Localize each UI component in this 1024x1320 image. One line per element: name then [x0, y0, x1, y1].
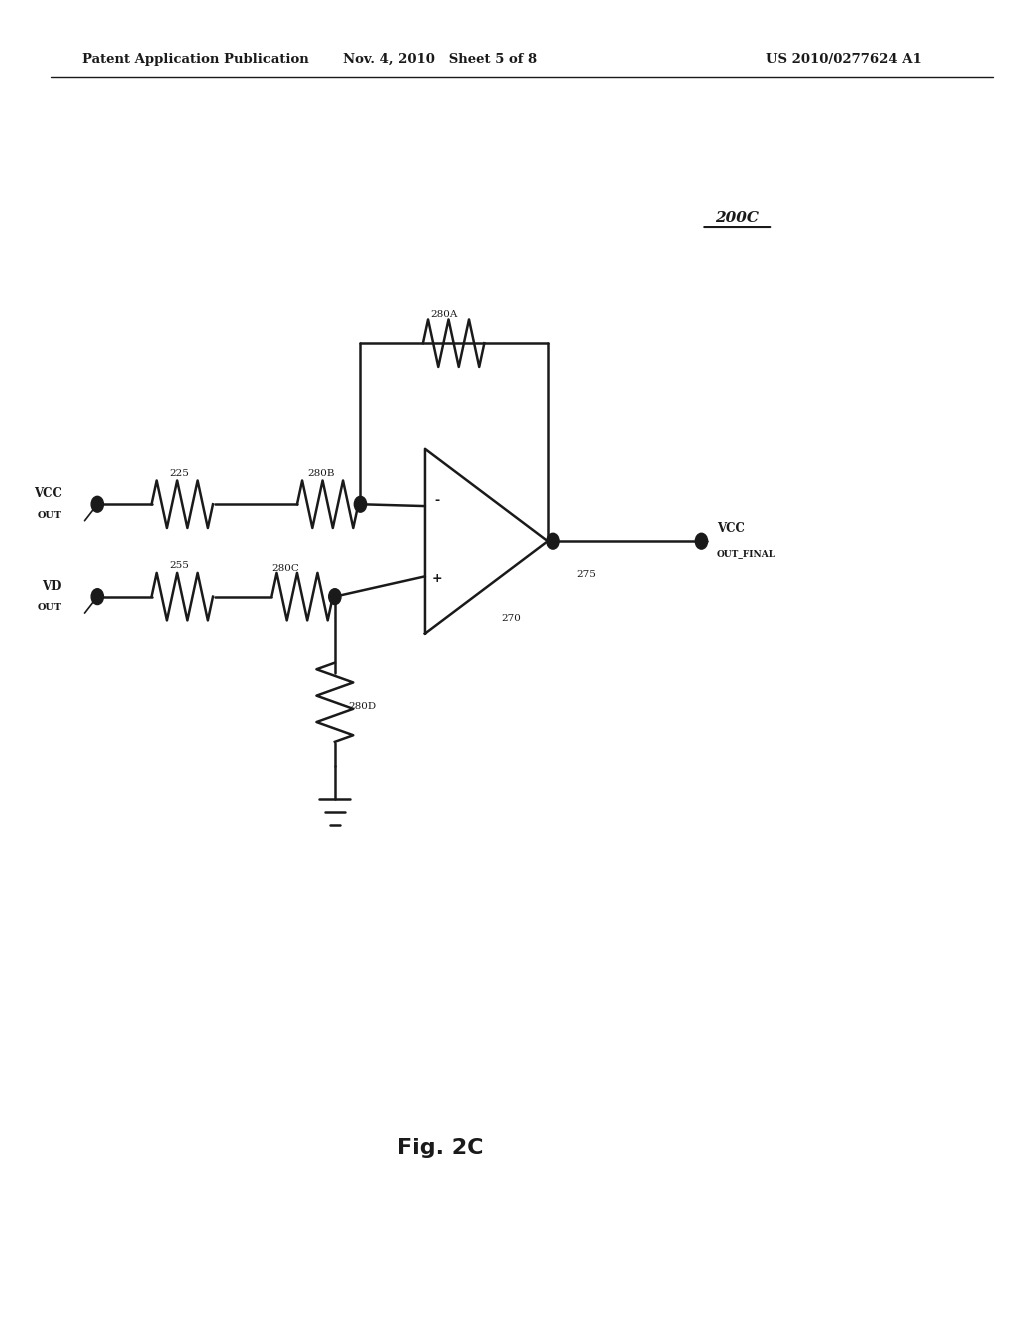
Text: 280D: 280D [348, 702, 376, 710]
Text: OUT: OUT [37, 511, 61, 520]
Text: Fig. 2C: Fig. 2C [397, 1138, 483, 1159]
Circle shape [329, 589, 341, 605]
Text: Nov. 4, 2010   Sheet 5 of 8: Nov. 4, 2010 Sheet 5 of 8 [343, 53, 538, 66]
Text: 225: 225 [169, 469, 188, 478]
Text: 280A: 280A [430, 310, 458, 319]
Text: OUT_FINAL: OUT_FINAL [717, 549, 776, 558]
Text: VCC: VCC [34, 487, 61, 500]
Text: 280B: 280B [307, 469, 335, 478]
Circle shape [547, 533, 559, 549]
Text: -: - [434, 494, 440, 507]
Circle shape [354, 496, 367, 512]
Text: 255: 255 [169, 561, 188, 570]
Text: 280C: 280C [271, 564, 299, 573]
Circle shape [91, 496, 103, 512]
Text: OUT: OUT [37, 603, 61, 612]
Text: 270: 270 [502, 614, 521, 623]
Circle shape [695, 533, 708, 549]
Text: Patent Application Publication: Patent Application Publication [82, 53, 308, 66]
Circle shape [91, 589, 103, 605]
Text: 275: 275 [577, 570, 596, 579]
Text: VD: VD [42, 579, 61, 593]
Text: US 2010/0277624 A1: US 2010/0277624 A1 [766, 53, 922, 66]
Text: VCC: VCC [717, 521, 744, 535]
Text: +: + [432, 573, 442, 586]
Text: 200C: 200C [716, 211, 759, 224]
